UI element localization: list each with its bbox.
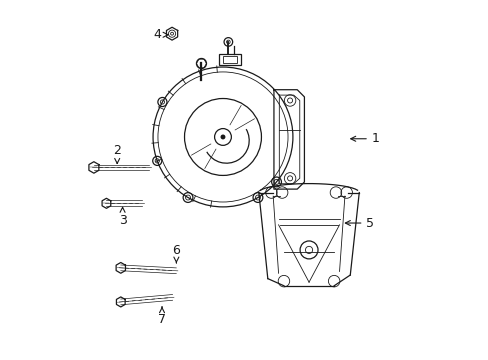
Text: 3: 3 bbox=[119, 207, 126, 227]
Text: 2: 2 bbox=[113, 144, 121, 163]
Text: 5: 5 bbox=[345, 216, 374, 230]
Text: 4: 4 bbox=[153, 28, 168, 41]
Circle shape bbox=[221, 135, 224, 139]
Text: 1: 1 bbox=[350, 132, 379, 145]
Text: 6: 6 bbox=[172, 244, 180, 263]
Text: 7: 7 bbox=[158, 307, 166, 326]
